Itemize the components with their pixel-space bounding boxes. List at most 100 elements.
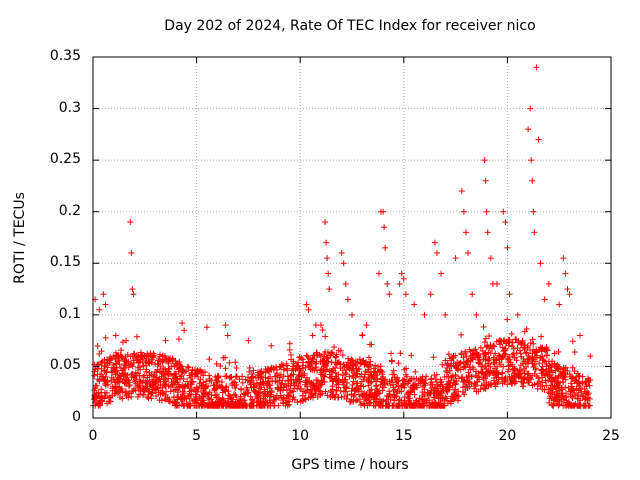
data-point [521,345,528,352]
data-point [509,339,516,346]
data-point [312,364,319,371]
data-point [500,208,507,215]
data-point [396,388,403,395]
data-point [499,374,506,381]
data-point [176,366,183,373]
data-point [527,340,534,347]
data-point [162,337,169,344]
data-point [471,380,478,387]
data-point [324,255,331,262]
data-point [142,377,149,384]
data-point [491,343,498,350]
data-point [312,322,319,329]
data-point [454,359,461,366]
data-point [130,291,137,298]
data-point [537,260,544,267]
data-point [397,350,404,357]
data-point [386,291,393,298]
data-point [375,270,382,277]
data-point [94,343,101,350]
data-point [537,354,544,361]
data-point [119,395,126,402]
data-point [233,364,240,371]
data-point [482,335,489,342]
data-point [458,188,465,195]
data-point [452,381,459,388]
data-point [277,371,284,378]
data-point [224,332,231,339]
data-point [454,365,461,372]
data-point [463,353,470,360]
data-point [148,389,155,396]
data-point [112,332,119,339]
data-point [348,356,355,363]
data-point [120,366,127,373]
data-point [468,380,475,387]
data-point [302,389,309,396]
data-point [314,394,321,401]
data-point [576,332,583,339]
data-point [206,376,213,383]
data-point [538,348,545,355]
data-point [102,301,109,308]
data-point [180,390,187,397]
data-point [413,397,420,404]
data-point [128,393,135,400]
data-point [543,382,550,389]
data-point [458,331,465,338]
data-point [380,208,387,215]
data-point [542,347,549,354]
data-point [480,323,487,330]
data-point [386,388,393,395]
data-point [402,291,409,298]
data-point [339,352,346,359]
data-point [481,157,488,164]
data-point [442,367,449,374]
data-point [484,229,491,236]
data-point [582,378,589,385]
data-point [123,360,130,367]
data-point [529,177,536,184]
data-point [517,350,524,357]
data-point [195,385,202,392]
data-point [181,327,188,334]
data-point [554,361,561,368]
data-point [533,64,540,71]
data-point [562,270,569,277]
data-point [556,301,563,308]
data-point [504,381,511,388]
data-point [129,370,136,377]
data-point [508,330,515,337]
data-point [140,374,147,381]
data-point [583,381,590,388]
data-point [502,219,509,226]
data-point [344,296,351,303]
data-point [291,385,298,392]
data-point [250,384,257,391]
data-point [184,363,191,370]
data-point [349,381,356,388]
data-point [286,340,293,347]
data-point [568,380,575,387]
data-points [90,64,594,409]
data-point [203,324,210,331]
data-point [442,311,449,318]
data-point [344,392,351,399]
data-point [218,379,225,386]
data-point [303,301,310,308]
data-point [184,383,191,390]
data-point [127,219,134,226]
data-point [398,270,405,277]
data-point [309,367,316,374]
data-point [574,370,581,377]
data-point [545,280,552,287]
data-point [125,394,132,401]
data-point [504,316,511,323]
data-point [465,249,472,256]
data-point [129,286,136,293]
data-point [573,385,580,392]
data-point [395,360,402,367]
data-point [322,388,329,395]
data-point [528,157,535,164]
